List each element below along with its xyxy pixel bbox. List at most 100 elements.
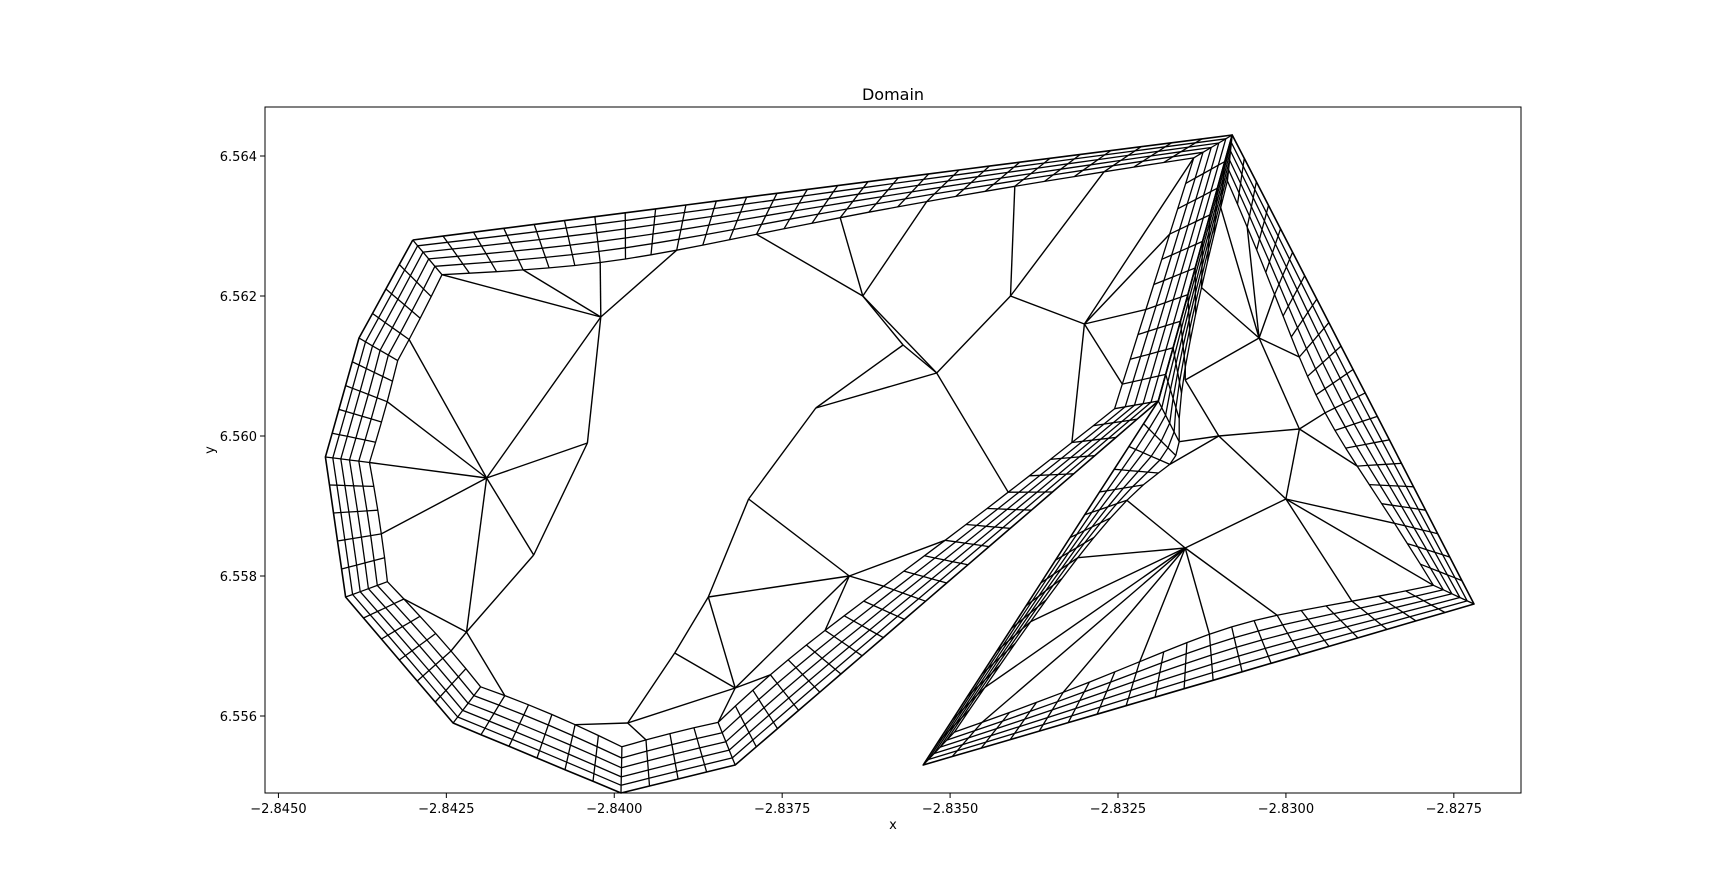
mesh-edge — [748, 407, 817, 500]
mesh-edge — [472, 231, 498, 273]
mesh-boundary-layer — [358, 151, 1204, 759]
x-tick-label: −2.8275 — [1426, 802, 1482, 817]
mesh-edge — [1145, 293, 1189, 311]
mesh-edge — [1084, 308, 1147, 325]
mesh-boundary-layer — [368, 157, 1195, 748]
mesh-boundary-layer — [927, 142, 1468, 761]
mesh-edge — [1083, 233, 1171, 325]
mesh-edge — [669, 733, 679, 780]
mesh-edge — [1077, 547, 1186, 559]
mesh-edge — [1184, 498, 1287, 549]
mesh-edge — [862, 201, 928, 297]
mesh-edge — [936, 372, 1009, 493]
mesh-edge — [508, 704, 530, 747]
mesh-edge — [627, 687, 736, 724]
mesh-edge — [412, 239, 443, 276]
mesh-edge — [1187, 294, 1191, 341]
mesh-edge — [902, 344, 938, 374]
mesh-edge — [486, 477, 535, 556]
mesh-edge — [1038, 691, 1064, 732]
mesh-edge — [398, 264, 432, 298]
mesh-edge — [450, 631, 468, 652]
mesh-edge — [1010, 295, 1085, 325]
mesh-edge — [839, 217, 864, 297]
mesh-edge — [676, 204, 687, 251]
mesh-edge — [1285, 428, 1301, 500]
mesh-edge — [363, 598, 405, 619]
mesh-boundary-layer — [939, 159, 1453, 748]
mesh-edge — [693, 727, 708, 773]
x-axis-ticks: −2.8450 −2.8425 −2.8400 −2.8375 −2.8350 −2.83… — [250, 793, 1482, 817]
mesh-boundary-layer — [348, 146, 1212, 769]
mesh-edge — [787, 659, 821, 693]
mesh-edge — [903, 570, 947, 584]
mesh-edge — [1265, 228, 1282, 273]
mesh-boundary-layer — [340, 142, 1220, 778]
y-tick-label: 6.562 — [220, 290, 257, 305]
mesh-edge — [486, 316, 602, 479]
mesh-edge — [1378, 595, 1417, 622]
mesh-edge — [1258, 337, 1301, 430]
mesh-edge — [1307, 345, 1342, 377]
mesh-edge — [1282, 275, 1306, 317]
mesh-edge — [1126, 499, 1186, 549]
mesh-boundary-layer — [933, 150, 1461, 755]
mesh-edge — [945, 539, 990, 548]
mesh-edge — [734, 705, 757, 748]
mesh-edge — [1315, 368, 1354, 396]
mesh-edge — [868, 177, 899, 213]
mesh-edge — [1025, 578, 1063, 607]
mesh-edge — [1246, 181, 1258, 228]
mesh-edge — [650, 208, 657, 255]
mesh-edge — [1009, 171, 1105, 297]
mesh-edge — [1193, 134, 1233, 159]
mesh-edge — [592, 735, 600, 782]
mesh-edge — [1040, 557, 1079, 584]
mesh-edge — [981, 547, 1186, 723]
mesh-edge — [372, 312, 410, 341]
mesh-edge — [1394, 522, 1438, 535]
mesh-edge — [1010, 599, 1047, 630]
mesh-edge — [1083, 157, 1195, 325]
mesh-edge — [600, 249, 678, 318]
mesh-edge — [333, 509, 378, 514]
mesh-edge — [1030, 547, 1186, 623]
mesh-edge — [952, 687, 986, 720]
mesh-edge — [1055, 536, 1095, 561]
mesh-edge — [734, 575, 850, 689]
mesh-edge — [980, 712, 1011, 749]
mesh-edge — [1253, 620, 1272, 664]
x-tick-label: −2.8375 — [754, 802, 810, 817]
mesh-edge — [1169, 435, 1220, 466]
mesh-edge — [1184, 337, 1260, 381]
mesh-edge — [1083, 323, 1123, 385]
mesh-edge — [1184, 379, 1220, 437]
x-tick-label: −2.8325 — [1090, 802, 1146, 817]
x-tick-label: −2.8350 — [922, 802, 978, 817]
mesh-edge — [1179, 321, 1186, 368]
mesh-edge — [345, 581, 388, 598]
mesh-edge — [1050, 454, 1095, 460]
mesh-edge — [922, 731, 955, 766]
plot-area-frame — [264, 106, 1522, 794]
mesh-edge — [824, 575, 850, 631]
mesh-edge — [769, 674, 800, 711]
mesh-edge — [1179, 435, 1219, 443]
mesh-edge — [1381, 503, 1426, 511]
mesh-edge — [1433, 584, 1475, 605]
mesh-edge — [955, 165, 990, 197]
mesh-edge — [1128, 445, 1171, 465]
mesh-edge — [1299, 428, 1358, 467]
mesh-edge — [1161, 240, 1203, 260]
mesh-edge — [1357, 462, 1402, 467]
mesh-edge — [1324, 392, 1366, 414]
mesh-edge — [1122, 373, 1166, 385]
mesh-edge — [452, 686, 482, 724]
mesh-edge — [1071, 323, 1086, 443]
mesh-edge — [533, 442, 589, 556]
mesh-edge — [1220, 207, 1260, 339]
mesh-edge — [465, 477, 488, 633]
mesh-edge — [1133, 142, 1172, 168]
mesh-edge — [1231, 626, 1243, 672]
mesh-edge — [442, 235, 471, 274]
